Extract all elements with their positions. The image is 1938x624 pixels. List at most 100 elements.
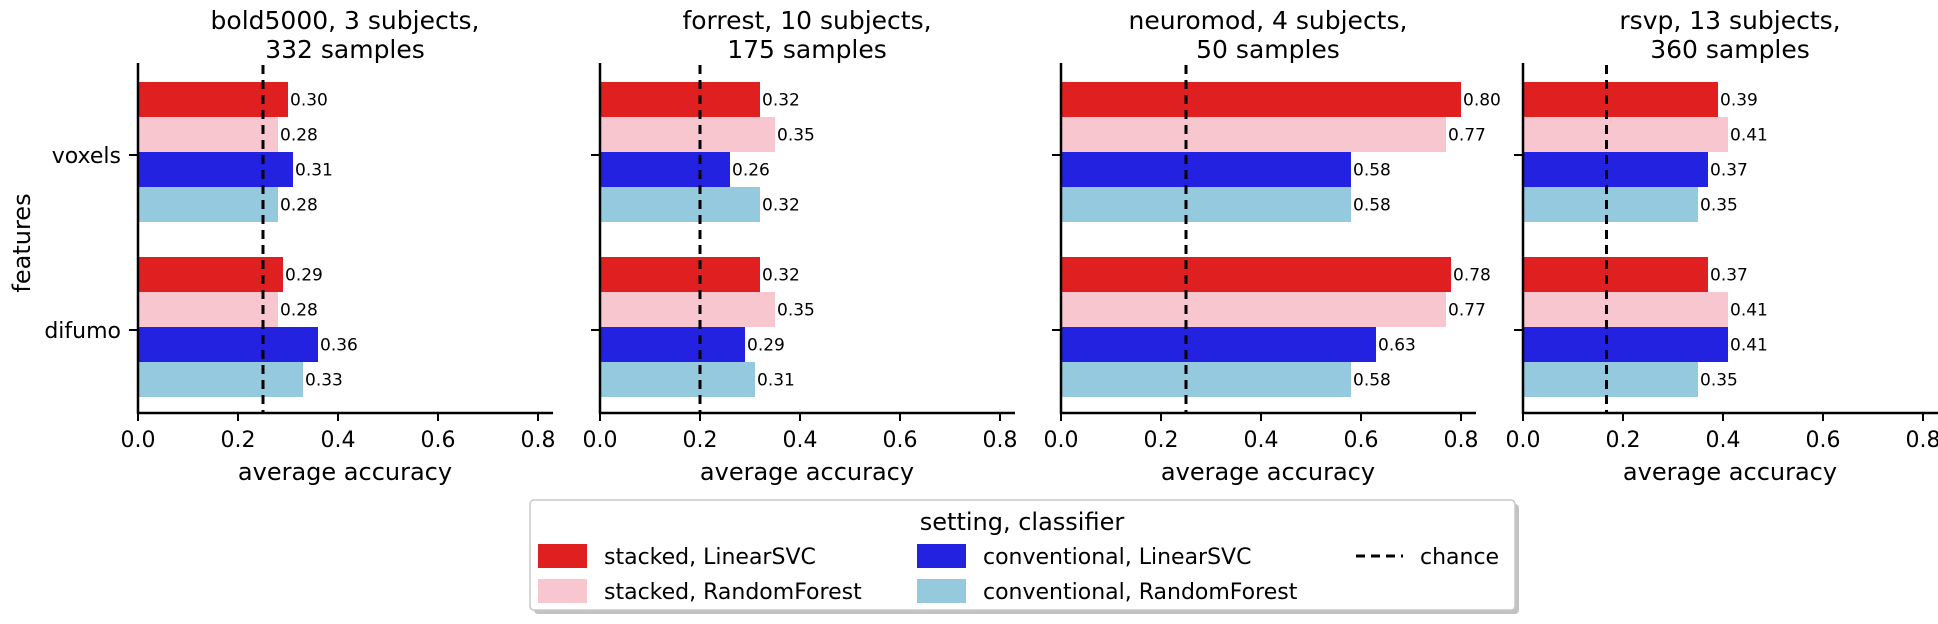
bar-label-2-0-0: 0.80 xyxy=(1463,91,1501,111)
y-axis-label: features xyxy=(8,193,36,292)
bar-label-3-0-3: 0.35 xyxy=(1700,196,1738,216)
legend-label-3: conventional, RandomForest xyxy=(983,580,1298,605)
bar-3-1-2 xyxy=(1523,327,1728,362)
bar-label-0-1-0: 0.29 xyxy=(285,266,323,286)
panel-title-3-line1: rsvp, 13 subjects, xyxy=(1619,6,1840,35)
bar-1-0-2 xyxy=(600,152,730,187)
bar-0-0-2 xyxy=(138,152,293,187)
legend-label-4: chance xyxy=(1420,545,1499,570)
legend-swatch-2 xyxy=(917,544,966,568)
legend-swatch-0 xyxy=(538,544,587,568)
x-tick-label-2-0: 0.0 xyxy=(1044,428,1079,453)
bar-3-0-3 xyxy=(1523,187,1698,222)
bar-0-1-2 xyxy=(138,327,318,362)
x-tick-label-1-2: 0.4 xyxy=(783,428,818,453)
legend-label-0: stacked, LinearSVC xyxy=(604,545,816,570)
panel-title-1-line2: 175 samples xyxy=(727,35,887,64)
bar-label-3-1-0: 0.37 xyxy=(1710,266,1748,286)
bar-label-1-1-2: 0.29 xyxy=(747,336,785,356)
bar-2-0-2 xyxy=(1061,152,1351,187)
bar-3-1-3 xyxy=(1523,362,1698,397)
bar-label-3-0-2: 0.37 xyxy=(1710,161,1748,181)
x-axis-label-3: average accuracy xyxy=(1623,458,1837,486)
bar-label-1-0-3: 0.32 xyxy=(762,196,800,216)
panel-title-2-line2: 50 samples xyxy=(1196,35,1340,64)
bar-2-1-3 xyxy=(1061,362,1351,397)
x-tick-label-3-0: 0.0 xyxy=(1506,428,1541,453)
x-tick-label-3-4: 0.8 xyxy=(1906,428,1938,453)
bar-1-1-3 xyxy=(600,362,755,397)
x-tick-label-1-0: 0.0 xyxy=(583,428,618,453)
bar-label-3-0-0: 0.39 xyxy=(1720,91,1758,111)
bar-1-1-2 xyxy=(600,327,745,362)
bar-label-2-1-3: 0.58 xyxy=(1353,371,1391,391)
x-tick-label-2-1: 0.2 xyxy=(1144,428,1179,453)
bar-label-0-0-3: 0.28 xyxy=(280,196,318,216)
bar-1-0-0 xyxy=(600,82,760,117)
bar-1-0-3 xyxy=(600,187,760,222)
x-tick-label-3-2: 0.4 xyxy=(1706,428,1741,453)
bar-0-0-0 xyxy=(138,82,288,117)
x-tick-label-0-3: 0.6 xyxy=(421,428,456,453)
bar-label-0-0-2: 0.31 xyxy=(295,161,333,181)
bar-label-2-1-1: 0.77 xyxy=(1448,301,1486,321)
bar-label-3-1-1: 0.41 xyxy=(1730,301,1768,321)
bar-3-0-0 xyxy=(1523,82,1718,117)
x-axis-label-0: average accuracy xyxy=(238,458,452,486)
bar-label-1-0-1: 0.35 xyxy=(777,126,815,146)
bar-3-0-1 xyxy=(1523,117,1728,152)
bar-label-0-1-1: 0.28 xyxy=(280,301,318,321)
bar-label-0-1-2: 0.36 xyxy=(320,336,358,356)
bar-label-2-1-2: 0.63 xyxy=(1378,336,1416,356)
bar-label-0-0-1: 0.28 xyxy=(280,126,318,146)
x-tick-label-0-1: 0.2 xyxy=(221,428,256,453)
bar-label-1-0-0: 0.32 xyxy=(762,91,800,111)
x-tick-label-0-2: 0.4 xyxy=(321,428,356,453)
bar-3-1-0 xyxy=(1523,257,1708,292)
bar-1-1-1 xyxy=(600,292,775,327)
bar-2-0-3 xyxy=(1061,187,1351,222)
bar-label-2-0-3: 0.58 xyxy=(1353,196,1391,216)
panel-title-0-line2: 332 samples xyxy=(265,35,425,64)
panel-title-3-line2: 360 samples xyxy=(1650,35,1810,64)
x-tick-label-1-3: 0.6 xyxy=(883,428,918,453)
bar-label-0-1-3: 0.33 xyxy=(305,371,343,391)
bar-2-1-1 xyxy=(1061,292,1446,327)
bar-label-1-1-0: 0.32 xyxy=(762,266,800,286)
x-tick-label-2-2: 0.4 xyxy=(1244,428,1279,453)
x-tick-label-3-3: 0.6 xyxy=(1806,428,1841,453)
legend-swatch-3 xyxy=(917,579,966,603)
bar-label-3-0-1: 0.41 xyxy=(1730,126,1768,146)
legend-swatch-1 xyxy=(538,579,587,603)
bar-2-0-1 xyxy=(1061,117,1446,152)
bar-label-0-0-0: 0.30 xyxy=(290,91,328,111)
bar-3-0-2 xyxy=(1523,152,1708,187)
bar-0-0-3 xyxy=(138,187,278,222)
bar-label-2-1-0: 0.78 xyxy=(1453,266,1491,286)
bar-1-0-1 xyxy=(600,117,775,152)
bar-label-3-1-2: 0.41 xyxy=(1730,336,1768,356)
bar-0-1-3 xyxy=(138,362,303,397)
x-tick-label-2-4: 0.8 xyxy=(1444,428,1479,453)
bar-label-2-0-1: 0.77 xyxy=(1448,126,1486,146)
legend-label-1: stacked, RandomForest xyxy=(604,580,862,605)
y-tick-label-1: difumo xyxy=(44,319,121,344)
y-tick-label-0: voxels xyxy=(52,144,121,169)
bar-1-1-0 xyxy=(600,257,760,292)
bar-0-1-0 xyxy=(138,257,283,292)
x-tick-label-0-0: 0.0 xyxy=(121,428,156,453)
bar-0-1-1 xyxy=(138,292,278,327)
x-tick-label-1-1: 0.2 xyxy=(683,428,718,453)
bar-label-1-1-3: 0.31 xyxy=(757,371,795,391)
bar-2-1-0 xyxy=(1061,257,1451,292)
bar-label-3-1-3: 0.35 xyxy=(1700,371,1738,391)
legend-label-2: conventional, LinearSVC xyxy=(983,545,1251,570)
bar-label-1-1-1: 0.35 xyxy=(777,301,815,321)
panel-title-0-line1: bold5000, 3 subjects, xyxy=(211,6,480,35)
x-tick-label-3-1: 0.2 xyxy=(1606,428,1641,453)
bar-2-1-2 xyxy=(1061,327,1376,362)
legend-title: setting, classifier xyxy=(920,508,1125,536)
bar-label-2-0-2: 0.58 xyxy=(1353,161,1391,181)
bar-0-0-1 xyxy=(138,117,278,152)
x-tick-label-1-4: 0.8 xyxy=(983,428,1018,453)
